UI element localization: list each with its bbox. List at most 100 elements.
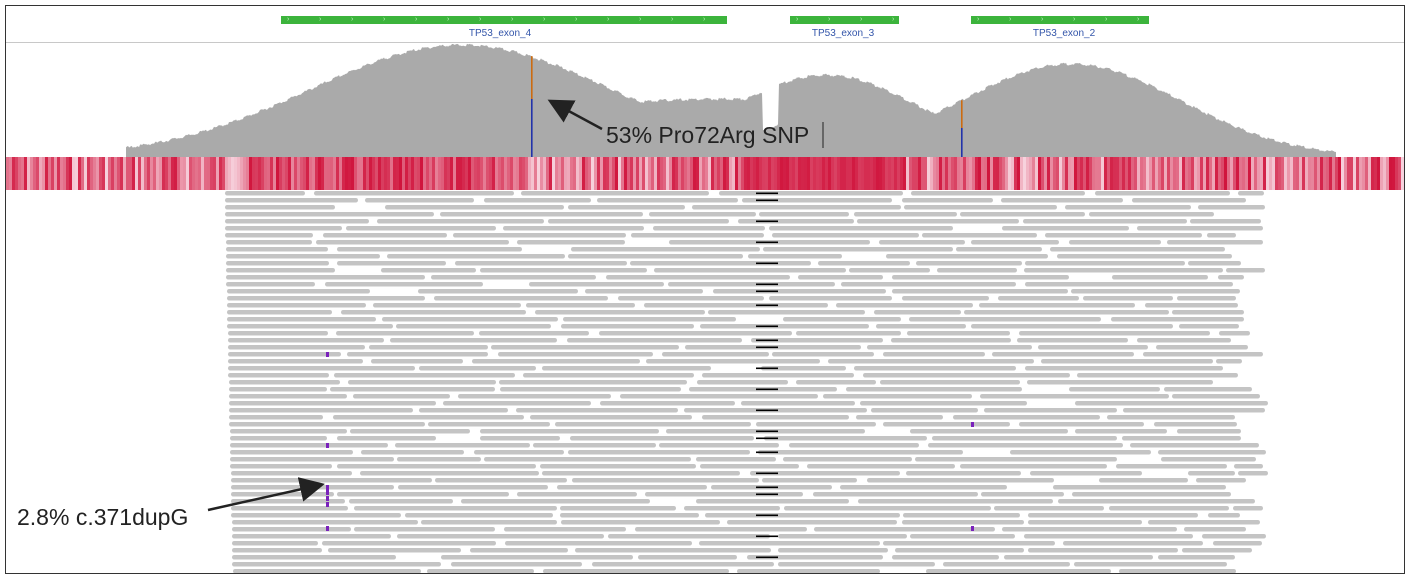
read[interactable] bbox=[354, 506, 557, 511]
insertion-mark[interactable] bbox=[326, 502, 329, 507]
read[interactable] bbox=[530, 415, 692, 420]
read[interactable] bbox=[891, 338, 1011, 343]
read[interactable] bbox=[557, 485, 707, 490]
read[interactable] bbox=[1234, 464, 1263, 469]
read[interactable] bbox=[230, 429, 347, 434]
read[interactable] bbox=[742, 198, 892, 203]
read[interactable] bbox=[1069, 387, 1160, 392]
read[interactable] bbox=[1089, 212, 1214, 217]
read[interactable] bbox=[883, 541, 1055, 546]
read[interactable] bbox=[1111, 317, 1244, 322]
read[interactable] bbox=[892, 289, 1068, 294]
read[interactable] bbox=[778, 562, 935, 567]
read[interactable] bbox=[599, 331, 792, 336]
read[interactable] bbox=[354, 527, 495, 532]
read[interactable] bbox=[1112, 275, 1208, 280]
read[interactable] bbox=[1148, 520, 1260, 525]
read[interactable] bbox=[431, 275, 596, 280]
read[interactable] bbox=[229, 408, 413, 413]
read[interactable] bbox=[1198, 205, 1265, 210]
read[interactable] bbox=[1179, 324, 1239, 329]
pro72arg-snp-ref-bar[interactable] bbox=[531, 56, 533, 99]
read[interactable] bbox=[229, 387, 327, 392]
read[interactable] bbox=[229, 415, 323, 420]
read[interactable] bbox=[915, 457, 1117, 462]
read[interactable] bbox=[233, 569, 421, 574]
read[interactable] bbox=[937, 268, 1017, 273]
read[interactable] bbox=[1208, 513, 1240, 518]
read[interactable] bbox=[232, 534, 391, 539]
read[interactable] bbox=[328, 548, 461, 553]
read[interactable] bbox=[807, 464, 955, 469]
exon-bar-3[interactable]: › › › › bbox=[790, 16, 899, 24]
read[interactable] bbox=[796, 380, 876, 385]
read[interactable] bbox=[316, 240, 509, 245]
read[interactable] bbox=[960, 212, 1085, 217]
insertion-mark[interactable] bbox=[971, 526, 974, 531]
read[interactable] bbox=[1038, 345, 1148, 350]
read[interactable] bbox=[453, 233, 626, 238]
read[interactable] bbox=[398, 485, 548, 490]
read[interactable] bbox=[645, 492, 803, 497]
read[interactable] bbox=[484, 457, 691, 462]
read[interactable] bbox=[902, 520, 1024, 525]
read[interactable] bbox=[228, 338, 384, 343]
read[interactable] bbox=[228, 366, 415, 371]
read[interactable] bbox=[503, 226, 644, 231]
read[interactable] bbox=[225, 198, 358, 203]
read[interactable] bbox=[360, 471, 539, 476]
read[interactable] bbox=[764, 436, 927, 441]
read[interactable] bbox=[230, 450, 353, 455]
read[interactable] bbox=[397, 534, 604, 539]
read[interactable] bbox=[396, 324, 551, 329]
read[interactable] bbox=[979, 303, 1135, 308]
read[interactable] bbox=[504, 527, 626, 532]
read[interactable] bbox=[353, 394, 450, 399]
read[interactable] bbox=[441, 555, 633, 560]
read[interactable] bbox=[325, 282, 483, 287]
read[interactable] bbox=[763, 247, 953, 252]
read[interactable] bbox=[232, 527, 351, 532]
read[interactable] bbox=[662, 352, 769, 357]
read[interactable] bbox=[700, 464, 799, 469]
read[interactable] bbox=[654, 268, 846, 273]
read[interactable] bbox=[337, 247, 522, 252]
read[interactable] bbox=[1158, 555, 1235, 560]
read[interactable] bbox=[225, 191, 305, 196]
read[interactable] bbox=[1071, 289, 1240, 294]
read[interactable] bbox=[1002, 527, 1177, 532]
read[interactable] bbox=[1017, 338, 1128, 343]
read[interactable] bbox=[232, 520, 418, 525]
read[interactable] bbox=[1164, 387, 1252, 392]
read[interactable] bbox=[751, 338, 883, 343]
read[interactable] bbox=[863, 373, 1070, 378]
read[interactable] bbox=[883, 352, 985, 357]
read[interactable] bbox=[1137, 338, 1231, 343]
read[interactable] bbox=[337, 261, 446, 266]
read[interactable] bbox=[225, 226, 342, 231]
read[interactable] bbox=[840, 485, 1007, 490]
read[interactable] bbox=[333, 415, 524, 420]
read[interactable] bbox=[1145, 303, 1238, 308]
read[interactable] bbox=[702, 373, 854, 378]
read[interactable] bbox=[571, 247, 760, 252]
read[interactable] bbox=[1074, 562, 1227, 567]
read[interactable] bbox=[906, 471, 1021, 476]
read[interactable] bbox=[904, 205, 1057, 210]
read[interactable] bbox=[854, 366, 1016, 371]
read[interactable] bbox=[980, 394, 1169, 399]
read[interactable] bbox=[230, 464, 332, 469]
read[interactable] bbox=[789, 443, 919, 448]
read[interactable] bbox=[232, 562, 441, 567]
read[interactable] bbox=[371, 359, 463, 364]
read[interactable] bbox=[405, 513, 553, 518]
read[interactable] bbox=[500, 387, 681, 392]
read[interactable] bbox=[336, 331, 474, 336]
exon-bar-2[interactable]: › › › › › › bbox=[971, 16, 1149, 24]
read[interactable] bbox=[1004, 555, 1153, 560]
read[interactable] bbox=[1182, 548, 1252, 553]
read[interactable] bbox=[1063, 541, 1203, 546]
read[interactable] bbox=[798, 275, 883, 280]
read[interactable] bbox=[226, 268, 335, 273]
read[interactable] bbox=[1207, 233, 1236, 238]
